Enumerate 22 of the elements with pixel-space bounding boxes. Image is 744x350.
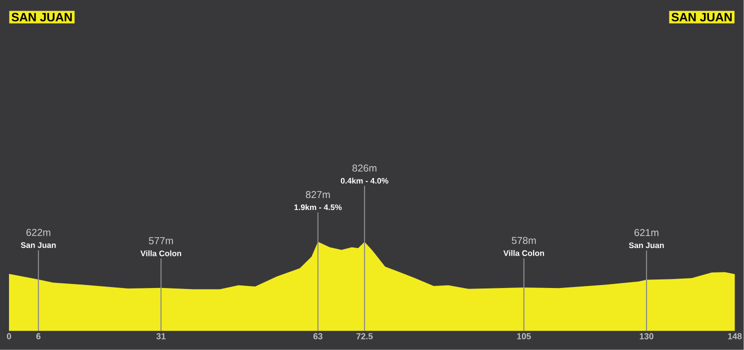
x-tick-label: 72.5 [356,333,373,340]
x-tick-label: 105 [517,333,531,340]
ref-line-label: 0.4km - 4.0% [340,178,388,184]
x-tick-label: 0 [6,333,12,340]
text: SAN JUAN [672,12,732,22]
annotation: 577m [148,237,173,244]
x-tick-label: 148 [728,333,742,340]
ref-line-label: San Juan [628,242,664,248]
text: 826m [352,164,376,172]
x-tick-label: 130 [640,333,654,340]
x-tick-label: 63 [313,333,322,340]
text: 621m [634,229,658,236]
x-tick-label: 31 [156,333,166,340]
ref-line-label: 1.9km - 4.5% [294,204,342,210]
text: 622m [26,228,50,236]
ref-line-label: Villa Colon [140,250,182,256]
ref-line-label: San Juan [20,242,56,248]
annotation: 578m [512,236,536,244]
x-tick-label: 6 [36,333,41,340]
text: 827m [306,191,330,198]
ref-line-label: Villa Colon [503,250,544,256]
text: SAN JUAN [12,12,72,22]
